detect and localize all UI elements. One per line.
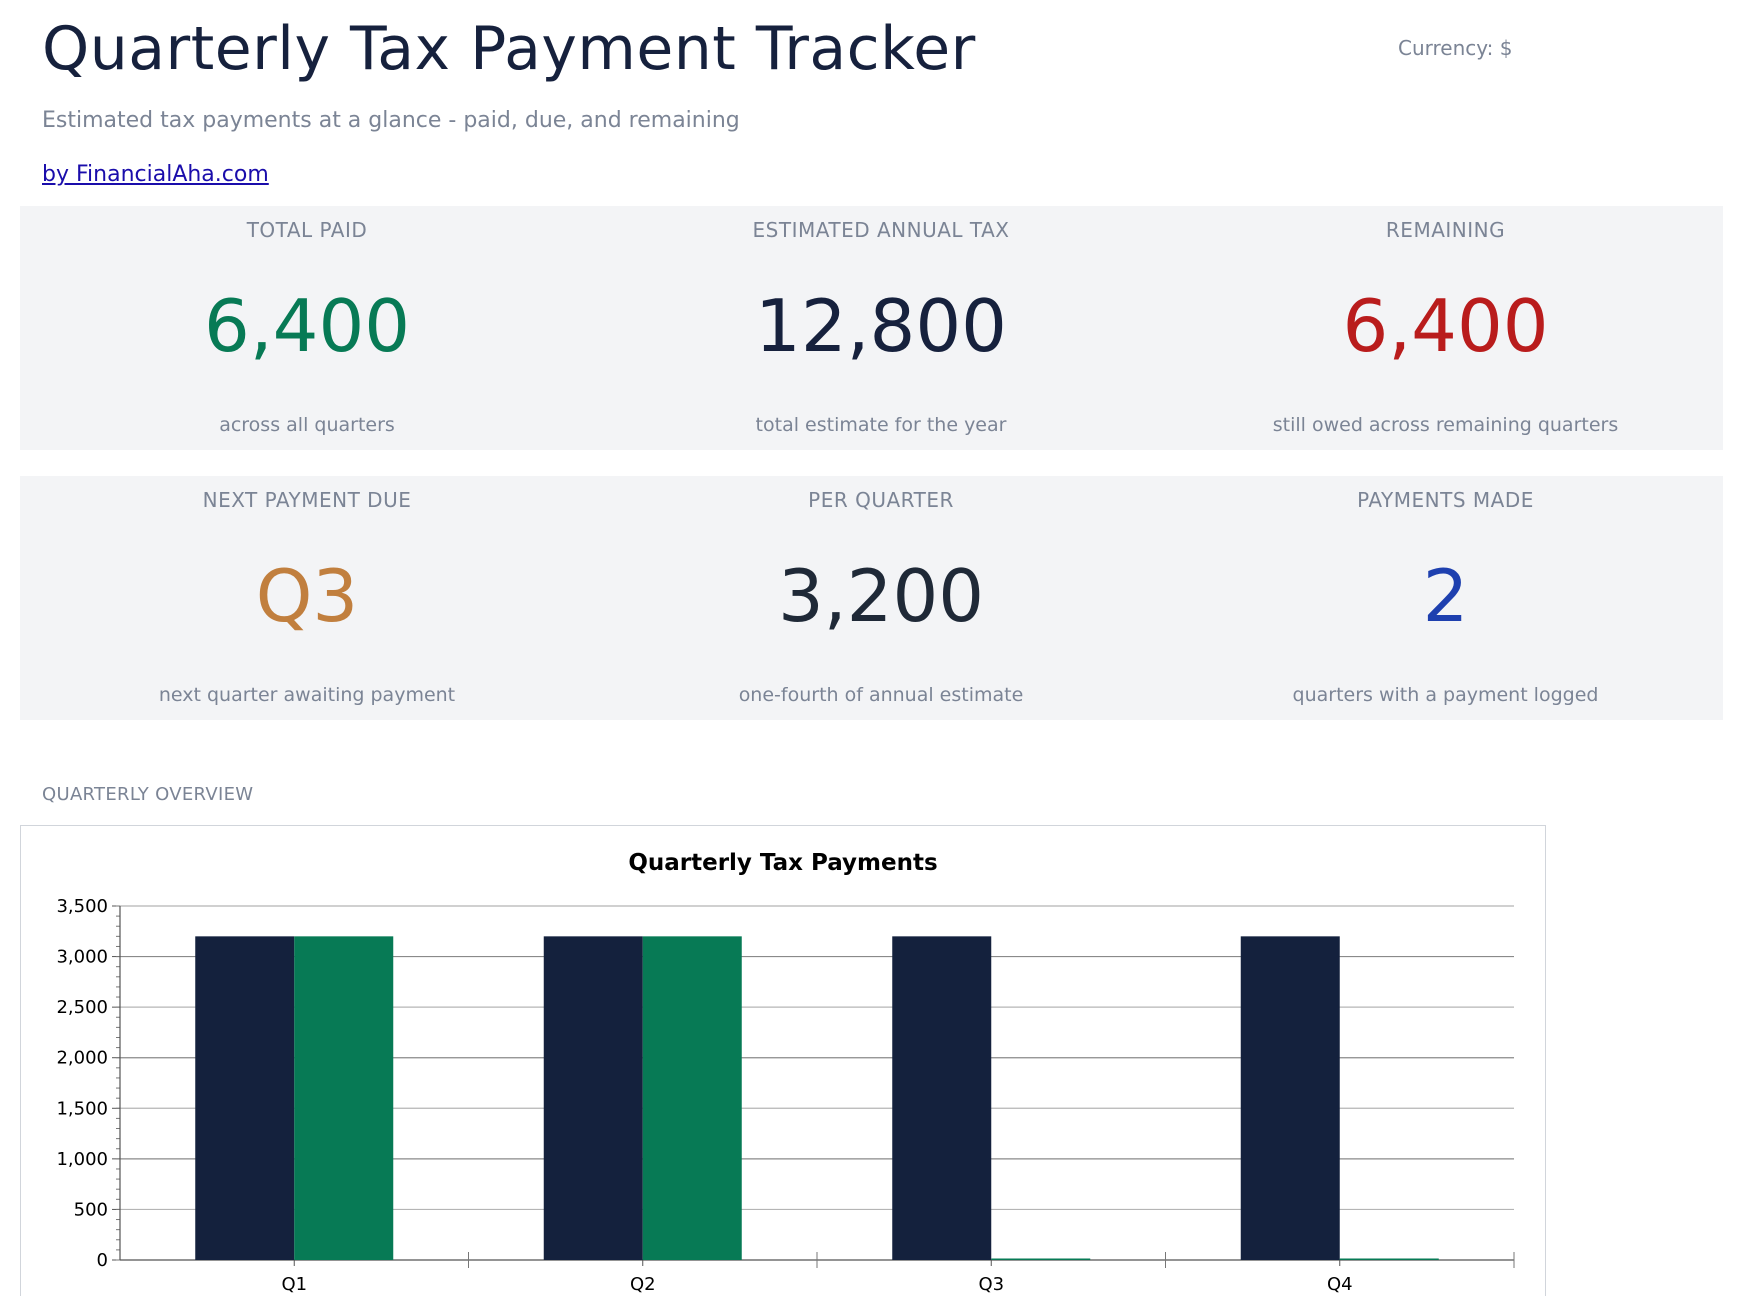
kpi-caption: one-fourth of annual estimate [738, 684, 1024, 706]
kpi-estimated-annual-tax: ESTIMATED ANNUAL TAX 12,800 total estima… [594, 206, 1168, 450]
kpi-value: Q3 [255, 554, 359, 638]
kpi-row-top: TOTAL PAID 6,400 across all quarters EST… [20, 206, 1723, 450]
chart-plot: 0 500 1,000 1,500 2,000 2,500 3,000 3,500 Q1 Q2 Q3… [56, 896, 1515, 1295]
kpi-caption: next quarter awaiting payment [158, 684, 456, 706]
chart-title: Quarterly Tax Payments [628, 850, 938, 876]
kpi-label: PAYMENTS MADE [1357, 488, 1534, 512]
page-title: Quarterly Tax Payment Tracker [42, 14, 976, 84]
y-tick-label: 2,000 [56, 1048, 108, 1069]
y-tick-label: 3,500 [56, 896, 108, 917]
bar-q2-series2 [642, 936, 742, 1260]
bar-q4-series2 [1339, 1258, 1439, 1260]
kpi-value: 2 [1422, 554, 1469, 638]
x-tick-label: Q4 [1327, 1274, 1353, 1295]
x-tick-label: Q2 [630, 1274, 656, 1295]
bar-q4-series1 [1240, 936, 1340, 1260]
y-tick-label: 2,500 [56, 997, 108, 1018]
kpi-value: 12,800 [755, 284, 1007, 368]
y-tick-label: 1,000 [56, 1149, 108, 1170]
kpi-next-payment-due: NEXT PAYMENT DUE Q3 next quarter awaitin… [20, 476, 594, 720]
bar-q1-series1 [195, 936, 295, 1260]
kpi-caption: still owed across remaining quarters [1272, 414, 1619, 436]
kpi-caption: across all quarters [219, 414, 395, 436]
y-tick-label: 1,500 [56, 1098, 108, 1119]
kpi-label: TOTAL PAID [246, 218, 368, 242]
bar-q1-series2 [294, 936, 394, 1260]
kpi-total-paid: TOTAL PAID 6,400 across all quarters [20, 206, 594, 450]
kpi-caption: total estimate for the year [755, 414, 1007, 436]
section-label: QUARTERLY OVERVIEW [42, 784, 254, 805]
x-tick-label: Q1 [281, 1274, 307, 1295]
kpi-caption: quarters with a payment logged [1292, 684, 1599, 706]
y-tick-label: 0 [97, 1250, 108, 1271]
kpi-label: PER QUARTER [808, 488, 954, 512]
currency-label: Currency: $ [1398, 36, 1513, 60]
kpi-per-quarter: PER QUARTER 3,200 one-fourth of annual e… [594, 476, 1168, 720]
y-tick-label: 3,000 [56, 947, 108, 968]
byline-link[interactable]: by FinancialAha.com [42, 162, 269, 187]
quarterly-chart: Quarterly Tax Payments 0 500 1,000 1,500 2,0… [20, 825, 1546, 1296]
bar-q2-series1 [543, 936, 643, 1260]
kpi-value: 3,200 [777, 554, 985, 638]
kpi-value: 6,400 [203, 284, 411, 368]
kpi-payments-made: PAYMENTS MADE 2 quarters with a payment … [1168, 476, 1723, 720]
y-tick-label: 500 [74, 1199, 108, 1220]
bar-q3-series1 [892, 936, 992, 1260]
x-tick-label: Q3 [978, 1274, 1004, 1295]
kpi-label: NEXT PAYMENT DUE [202, 488, 412, 512]
bar-q3-series2 [991, 1258, 1091, 1260]
kpi-value: 6,400 [1342, 284, 1549, 368]
kpi-label: REMAINING [1385, 218, 1506, 242]
kpi-row-bottom: NEXT PAYMENT DUE Q3 next quarter awaitin… [20, 476, 1723, 720]
kpi-label: ESTIMATED ANNUAL TAX [752, 218, 1010, 242]
kpi-remaining: REMAINING 6,400 still owed across remain… [1168, 206, 1723, 450]
page-subtitle: Estimated tax payments at a glance - pai… [42, 108, 740, 133]
